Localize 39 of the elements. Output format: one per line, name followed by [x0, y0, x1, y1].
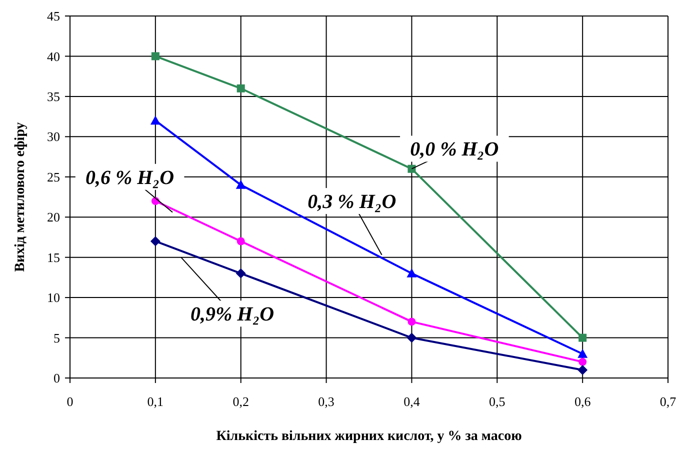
x-tick-label: 0,6 [574, 394, 592, 409]
point [578, 348, 588, 358]
x-tick-label: 0,4 [404, 394, 420, 409]
point [150, 116, 160, 125]
point [406, 268, 417, 278]
point [236, 84, 245, 92]
y-tick-label: 45 [47, 8, 60, 24]
y-tick-label: 10 [47, 290, 60, 306]
series-label: 0,9% H₂O [190, 304, 274, 326]
series-label: 0,3 % H₂O [308, 191, 396, 214]
x-tick-label: 0,5 [489, 394, 506, 409]
y-tick-label: 15 [47, 250, 60, 265]
point [406, 332, 417, 343]
point [236, 180, 246, 189]
y-tick-label: 5 [54, 330, 60, 346]
point [150, 236, 160, 246]
y-tick-label: 35 [47, 88, 60, 104]
series-label: 0,6 % H₂O [85, 166, 174, 189]
point [578, 334, 587, 342]
series-label: 0,0 % H₂O [410, 138, 499, 161]
x-tick-label: 0 [66, 394, 74, 409]
y-tick-label: 20 [47, 210, 60, 225]
x-tick-label: 0,1 [147, 394, 164, 409]
y-tick-label: 25 [47, 169, 60, 184]
y-axis-title: Вихід метилового ефіру [13, 122, 28, 272]
point [408, 164, 416, 173]
x-axis-title: Кількість вільних жирних кислот, у % за масою [216, 429, 522, 444]
y-tick-label: 0 [54, 370, 60, 386]
point [236, 237, 245, 246]
point [236, 268, 246, 278]
point [578, 364, 588, 375]
point [151, 52, 160, 60]
point [408, 318, 416, 326]
x-tick-label: 0,3 [318, 394, 334, 409]
y-tick-label: 30 [47, 129, 60, 144]
x-tick-label: 0,7 [660, 394, 677, 409]
y-tick-label: 40 [47, 48, 60, 64]
point [578, 358, 587, 366]
x-tick-label: 0,2 [232, 394, 249, 409]
